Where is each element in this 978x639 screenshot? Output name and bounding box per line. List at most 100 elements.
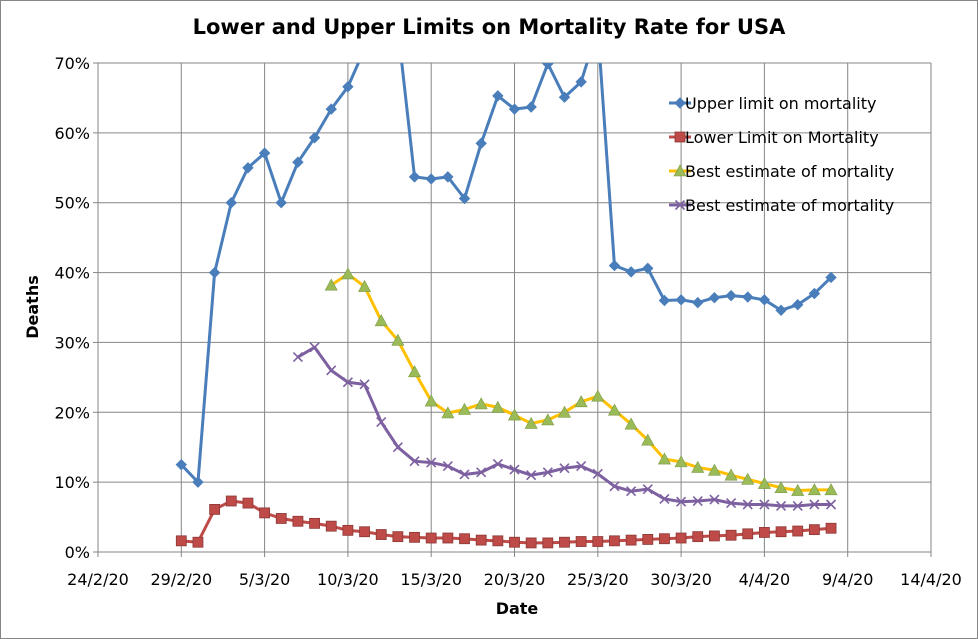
x-tick-label: 5/3/20 <box>239 570 291 589</box>
data-point <box>258 147 271 159</box>
data-point <box>309 342 320 353</box>
data-point <box>475 137 487 150</box>
data-point <box>726 498 737 509</box>
x-tick-label: 25/3/20 <box>567 570 629 589</box>
legend-item: Best estimate of mortality <box>669 196 894 215</box>
data-point <box>475 534 487 546</box>
data-point <box>425 173 437 185</box>
data-point <box>459 469 470 480</box>
data-point <box>692 296 704 309</box>
data-point <box>559 536 570 548</box>
data-point <box>225 495 237 507</box>
data-point <box>441 406 455 419</box>
series-2 <box>175 495 837 549</box>
data-point <box>376 417 387 428</box>
legend-label: Best estimate of mortality <box>685 196 894 215</box>
data-point <box>541 413 555 426</box>
y-tick-label: 40% <box>54 264 90 283</box>
data-point <box>591 389 605 402</box>
data-point <box>758 294 771 306</box>
data-point <box>575 536 587 547</box>
y-tick-label: 30% <box>54 333 90 352</box>
data-point <box>341 267 355 280</box>
legend-item: Upper limit on mortality <box>669 94 877 113</box>
data-point <box>592 468 603 479</box>
data-point <box>358 279 372 292</box>
x-tick-label: 14/4/20 <box>900 570 962 589</box>
data-point <box>625 534 637 546</box>
data-point <box>242 497 254 509</box>
data-point <box>774 481 788 494</box>
data-point <box>741 472 755 485</box>
data-point <box>408 171 421 183</box>
data-point <box>324 278 338 291</box>
data-point <box>292 515 304 527</box>
data-point <box>424 394 438 407</box>
data-point <box>509 464 520 475</box>
data-point <box>825 271 837 284</box>
legend-item: Lower Limit on Mortality <box>669 128 879 147</box>
series-3 <box>324 267 838 496</box>
legend: Upper limit on mortality Lower Limit on M… <box>669 94 894 215</box>
data-point <box>675 294 687 306</box>
x-tick-label: 4/4/20 <box>739 570 791 589</box>
data-point <box>775 500 787 511</box>
data-point <box>775 304 787 317</box>
data-point <box>558 91 571 103</box>
x-tick-label: 29/2/20 <box>150 570 212 589</box>
data-point <box>626 486 637 497</box>
legend-label: Best estimate of mortality <box>685 162 894 181</box>
data-point <box>542 537 554 549</box>
legend-item: Best estimate of mortality <box>669 162 894 181</box>
data-point <box>392 442 403 453</box>
data-point <box>275 513 287 524</box>
data-point <box>359 526 370 538</box>
data-point <box>807 483 821 496</box>
axes: 0% 10% 20% 30% 40% 50% 60% 70% 24/2/20 29/2/20 5/3… <box>54 54 961 589</box>
series-1 <box>175 63 837 488</box>
data-point <box>492 458 503 470</box>
x-tick-label: 30/3/20 <box>650 570 712 589</box>
data-point <box>809 499 820 510</box>
data-point <box>525 537 537 549</box>
data-point <box>342 81 354 93</box>
data-point <box>792 298 804 311</box>
data-point <box>309 517 320 529</box>
x-tick-label: 15/3/20 <box>400 570 462 589</box>
data-point <box>792 500 803 511</box>
legend-swatch-marker <box>674 97 686 109</box>
data-point <box>491 400 505 413</box>
y-tick-label: 70% <box>54 54 90 73</box>
x-tick-label: 9/4/20 <box>822 570 874 589</box>
data-point <box>692 531 704 543</box>
data-point <box>742 499 753 510</box>
data-point <box>508 103 521 115</box>
data-point <box>725 289 737 302</box>
data-point <box>225 197 237 209</box>
data-point <box>642 484 653 495</box>
data-point <box>259 507 271 519</box>
data-point <box>691 460 705 473</box>
x-tick-label: 20/3/20 <box>484 570 546 589</box>
series-group <box>175 63 838 549</box>
data-point <box>292 156 304 168</box>
data-point <box>458 192 471 205</box>
data-point <box>607 403 621 416</box>
chart-title: Lower and Upper Limits on Mortality Rate… <box>193 15 786 39</box>
data-point <box>559 463 570 474</box>
data-point <box>476 467 487 478</box>
data-point <box>442 461 453 472</box>
data-point <box>676 496 687 507</box>
data-point <box>542 63 554 70</box>
data-point <box>625 266 637 278</box>
data-point <box>192 476 204 488</box>
data-point <box>507 408 522 421</box>
data-point <box>175 458 188 471</box>
data-point <box>425 532 437 544</box>
data-point <box>709 494 720 505</box>
legend-swatch-marker <box>674 199 686 211</box>
y-tick-label: 60% <box>54 124 90 143</box>
x-tick-label: 24/2/20 <box>67 570 129 589</box>
